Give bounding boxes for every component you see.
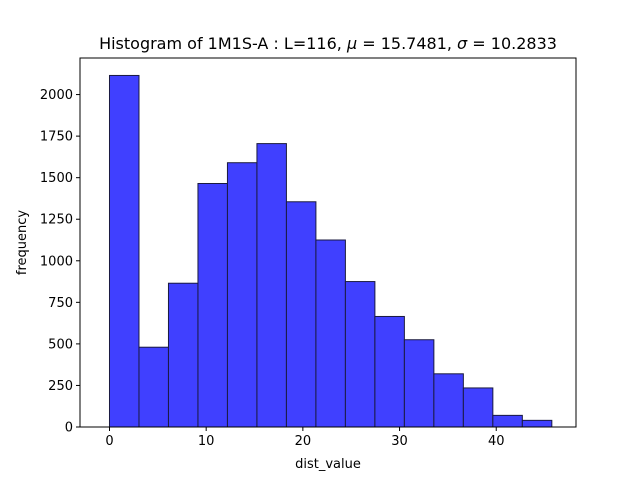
y-tick-label: 1750 (40, 130, 73, 145)
histogram-bar (433, 373, 464, 428)
chart-title-sigma-value: = 10.2833 (467, 34, 557, 53)
histogram-bars (108, 74, 553, 428)
y-tick-label: 1250 (40, 213, 73, 228)
x-tick-label: 30 (391, 434, 408, 449)
chart-title-prefix: Histogram of 1M1S-A : L=116, (99, 34, 347, 53)
histogram-bar (492, 414, 523, 428)
x-tick-label: 10 (198, 434, 215, 449)
y-tick-label: 0 (65, 421, 73, 436)
y-tick-label: 500 (48, 337, 73, 352)
histogram-bar (197, 182, 228, 428)
x-tick-label: 20 (295, 434, 312, 449)
histogram-bar (374, 315, 405, 428)
histogram-bar (521, 419, 553, 428)
chart-title: Histogram of 1M1S-A : L=116, μ = 15.7481… (99, 34, 557, 53)
y-tick-label: 1500 (40, 171, 73, 186)
x-axis-ticks: 0 10 20 30 40 (105, 427, 505, 449)
chart-title-mu-symbol: μ (346, 34, 357, 53)
y-axis-label: frequency (15, 210, 30, 276)
histogram-bar (403, 339, 435, 428)
histogram-bar (344, 281, 376, 428)
histogram-bar (226, 162, 258, 428)
chart-title-sigma-symbol: σ (457, 34, 468, 53)
chart-title-mu-value: = 15.7481, (357, 34, 457, 53)
histogram-bar (315, 239, 346, 428)
histogram-bar (167, 282, 199, 428)
histogram-bar (108, 74, 140, 428)
y-tick-label: 2000 (40, 88, 73, 103)
histogram-bar (256, 143, 287, 428)
x-axis-label: dist_value (295, 457, 361, 472)
histogram-bar (138, 346, 169, 428)
y-tick-label: 1000 (40, 254, 73, 269)
x-tick-label: 40 (488, 434, 505, 449)
histogram-bar (285, 201, 317, 428)
x-tick-label: 0 (105, 434, 113, 449)
y-tick-label: 250 (48, 379, 73, 394)
plot-frame (79, 57, 577, 428)
y-axis-ticks: 0 250 500 750 1000 1250 1500 1750 2000 (40, 88, 80, 436)
y-tick-label: 750 (48, 296, 73, 311)
histogram-bar (462, 387, 494, 428)
